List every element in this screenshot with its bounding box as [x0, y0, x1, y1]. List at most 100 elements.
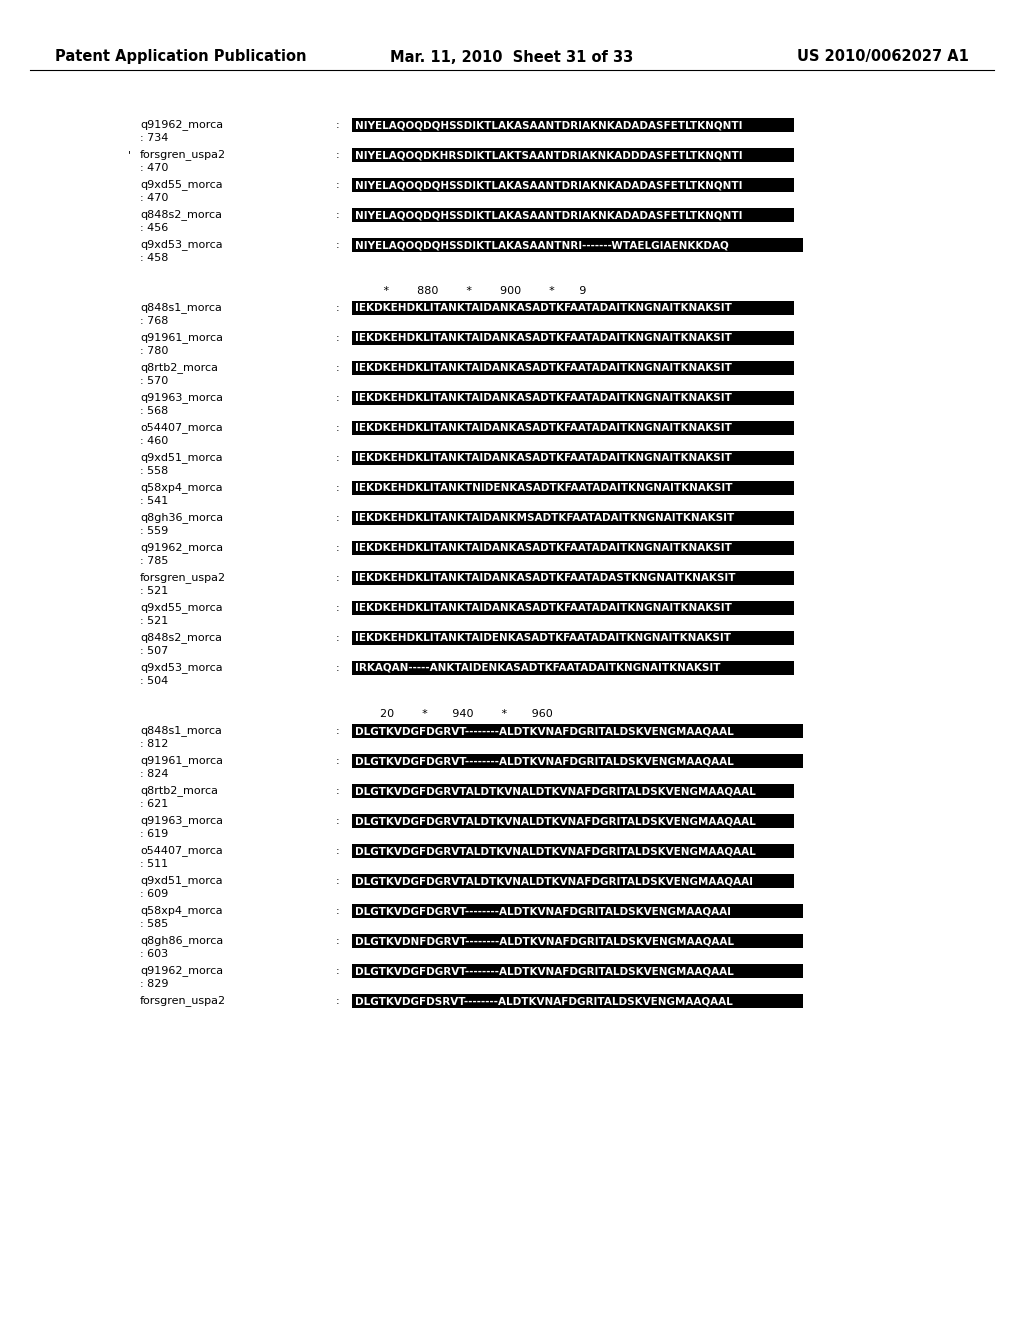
Text: IEKDKEHDKLITANKTAIDANKASADTKFAATADAITKNGNAITKNAKSIT: IEKDKEHDKLITANKTAIDANKASADTKFAATADAITKNG…: [355, 603, 732, 612]
Bar: [352, 631, 794, 645]
Text: DLGTKVDNFDGRVT--------ALDTKVNAFDGRITALDSKVENGMAAQAAL: DLGTKVDNFDGRVT--------ALDTKVNAFDGRITALDS…: [355, 936, 734, 946]
Text: DLGTKVDGFDSRVT--------ALDTKVNAFDGRITALDSKVENGMAAQAAL: DLGTKVDGFDSRVT--------ALDTKVNAFDGRITALDS…: [355, 997, 733, 1006]
Text: q848s1_morca: q848s1_morca: [140, 302, 222, 313]
Text: :: :: [336, 756, 340, 766]
Bar: [352, 480, 794, 495]
Text: : 568: : 568: [140, 407, 168, 416]
Text: DLGTKVDGFDGRVT--------ALDTKVNAFDGRITALDSKVENGMAAQAAL: DLGTKVDGFDGRVT--------ALDTKVNAFDGRITALDS…: [355, 726, 734, 737]
Bar: [352, 301, 794, 315]
Text: : 619: : 619: [140, 829, 168, 840]
Text: : 541: : 541: [140, 496, 168, 506]
Text: : 734: : 734: [140, 133, 168, 143]
Bar: [352, 238, 803, 252]
Text: :: :: [336, 240, 340, 249]
Text: : 470: : 470: [140, 193, 168, 203]
Text: :: :: [336, 785, 340, 796]
Text: IEKDKEHDKLITANKTAIDANKASADTKFAATADAITKNGNAITKNAKSIT: IEKDKEHDKLITANKTAIDANKASADTKFAATADAITKNG…: [355, 543, 732, 553]
Text: 20        *       940        *       960: 20 * 940 * 960: [352, 709, 553, 719]
Text: :: :: [336, 210, 340, 220]
Bar: [352, 331, 794, 345]
Bar: [352, 572, 794, 585]
Text: : 559: : 559: [140, 525, 168, 536]
Bar: [352, 451, 794, 465]
Bar: [352, 421, 794, 436]
Text: : 829: : 829: [140, 979, 169, 989]
Text: : 780: : 780: [140, 346, 168, 356]
Text: NIYELAQOQDQHSSDIKTLAKASAANTNRI-------WTAELGIAENKKDAQ: NIYELAQOQDQHSSDIKTLAKASAANTNRI-------WTA…: [355, 240, 729, 249]
Text: Mar. 11, 2010  Sheet 31 of 33: Mar. 11, 2010 Sheet 31 of 33: [390, 49, 634, 65]
Text: q9xd55_morca: q9xd55_morca: [140, 180, 222, 190]
Text: *        880        *        900        *       9: * 880 * 900 * 9: [352, 286, 587, 296]
Text: Patent Application Publication: Patent Application Publication: [55, 49, 306, 65]
Text: q848s2_morca: q848s2_morca: [140, 632, 222, 643]
Text: IEKDKEHDKLITANKTAIDANKASADTKFAATADAITKNGNAITKNAKSIT: IEKDKEHDKLITANKTAIDANKASADTKFAATADAITKNG…: [355, 304, 732, 313]
Bar: [352, 178, 794, 191]
Bar: [352, 754, 803, 768]
Text: :: :: [336, 966, 340, 975]
Text: :: :: [336, 846, 340, 855]
Bar: [352, 904, 803, 917]
Text: NIYELAQOQDQHSSDIKTLAKASAANTDRIAKNKADADASFETLTKNQNTI: NIYELAQOQDQHSSDIKTLAKASAANTDRIAKNKADADAS…: [355, 180, 742, 190]
Text: q8rtb2_morca: q8rtb2_morca: [140, 363, 218, 374]
Text: : 609: : 609: [140, 888, 168, 899]
Text: q58xp4_morca: q58xp4_morca: [140, 483, 222, 494]
Bar: [352, 209, 794, 222]
Text: q58xp4_morca: q58xp4_morca: [140, 906, 222, 916]
Text: : 507: : 507: [140, 645, 168, 656]
Text: q91961_morca: q91961_morca: [140, 755, 223, 767]
Text: q8rtb2_morca: q8rtb2_morca: [140, 785, 218, 796]
Text: :: :: [336, 120, 340, 129]
Text: :: :: [336, 726, 340, 737]
Text: q91962_morca: q91962_morca: [140, 120, 223, 131]
Text: q9xd51_morca: q9xd51_morca: [140, 875, 222, 887]
Text: forsgren_uspa2: forsgren_uspa2: [140, 995, 226, 1006]
Text: ': ': [128, 150, 131, 160]
Text: : 585: : 585: [140, 919, 168, 929]
Bar: [352, 601, 794, 615]
Text: IEKDKEHDKLITANKTAIDANKASADTKFAATADAITKNGNAITKNAKSIT: IEKDKEHDKLITANKTAIDANKASADTKFAATADAITKNG…: [355, 333, 732, 343]
Text: :: :: [336, 543, 340, 553]
Text: :: :: [336, 603, 340, 612]
Text: :: :: [336, 997, 340, 1006]
Text: q848s1_morca: q848s1_morca: [140, 726, 222, 737]
Text: q9xd55_morca: q9xd55_morca: [140, 602, 222, 614]
Text: q91963_morca: q91963_morca: [140, 816, 223, 826]
Bar: [352, 511, 794, 525]
Text: NIYELAQOQDQHSSDIKTLAKASAANTDRIAKNKADADASFETLTKNQNTI: NIYELAQOQDQHSSDIKTLAKASAANTDRIAKNKADADAS…: [355, 210, 742, 220]
Bar: [352, 964, 803, 978]
Bar: [352, 360, 794, 375]
Text: q8gh36_morca: q8gh36_morca: [140, 512, 223, 524]
Bar: [352, 843, 794, 858]
Text: :: :: [336, 393, 340, 403]
Text: :: :: [336, 363, 340, 374]
Text: : 511: : 511: [140, 859, 168, 869]
Bar: [352, 391, 794, 405]
Text: : 570: : 570: [140, 376, 168, 385]
Text: :: :: [336, 422, 340, 433]
Text: o54407_morca: o54407_morca: [140, 846, 223, 857]
Text: IRKAQAN-----ANKTAIDENKASADTKFAATADAITKNGNAITKNAKSIT: IRKAQAN-----ANKTAIDENKASADTKFAATADAITKNG…: [355, 663, 721, 673]
Text: : 521: : 521: [140, 586, 168, 597]
Bar: [352, 874, 794, 888]
Text: IEKDKEHDKLITANKTAIDANKASADTKFAATADASTKNGNAITKNAKSIT: IEKDKEHDKLITANKTAIDANKASADTKFAATADASTKNG…: [355, 573, 735, 583]
Text: US 2010/0062027 A1: US 2010/0062027 A1: [797, 49, 969, 65]
Text: DLGTKVDGFDGRVT--------ALDTKVNAFDGRITALDSKVENGMAAQAAL: DLGTKVDGFDGRVT--------ALDTKVNAFDGRITALDS…: [355, 756, 734, 766]
Text: DLGTKVDGFDGRVT--------ALDTKVNAFDGRITALDSKVENGMAAQAAL: DLGTKVDGFDGRVT--------ALDTKVNAFDGRITALDS…: [355, 966, 734, 975]
Text: q848s2_morca: q848s2_morca: [140, 210, 222, 220]
Bar: [352, 723, 803, 738]
Text: : 785: : 785: [140, 556, 168, 566]
Text: NIYELAQOQDQHSSDIKTLAKASAANTDRIAKNKADADASFETLTKNQNTI: NIYELAQOQDQHSSDIKTLAKASAANTDRIAKNKADADAS…: [355, 120, 742, 129]
Text: q91962_morca: q91962_morca: [140, 543, 223, 553]
Text: :: :: [336, 304, 340, 313]
Bar: [352, 117, 794, 132]
Text: :: :: [336, 513, 340, 523]
Text: q91963_morca: q91963_morca: [140, 392, 223, 404]
Bar: [352, 784, 794, 799]
Text: :: :: [336, 663, 340, 673]
Text: :: :: [336, 876, 340, 886]
Text: IEKDKEHDKLITANKTAIDENKASADTKFAATADAITKNGNAITKNAKSIT: IEKDKEHDKLITANKTAIDENKASADTKFAATADAITKNG…: [355, 634, 731, 643]
Text: NIYELAQOQDKHRSDIKTLAKTSAANTDRIAKNKADDDASFETLTKNQNTI: NIYELAQOQDKHRSDIKTLAKTSAANTDRIAKNKADDDAS…: [355, 150, 742, 160]
Text: : 621: : 621: [140, 799, 168, 809]
Text: :: :: [336, 150, 340, 160]
Text: :: :: [336, 483, 340, 492]
